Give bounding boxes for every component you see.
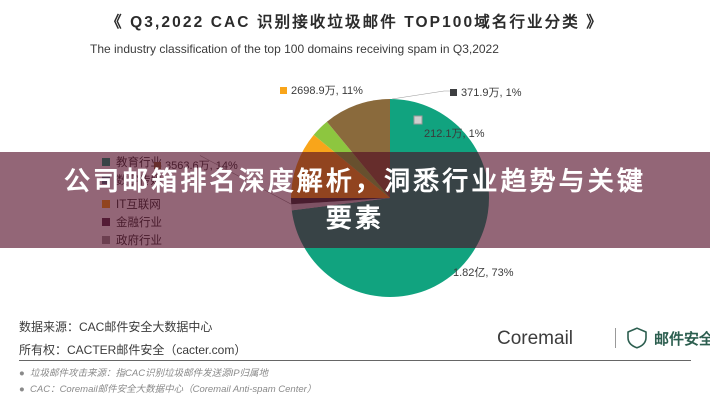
svg-text:Coremail: Coremail	[497, 328, 573, 349]
